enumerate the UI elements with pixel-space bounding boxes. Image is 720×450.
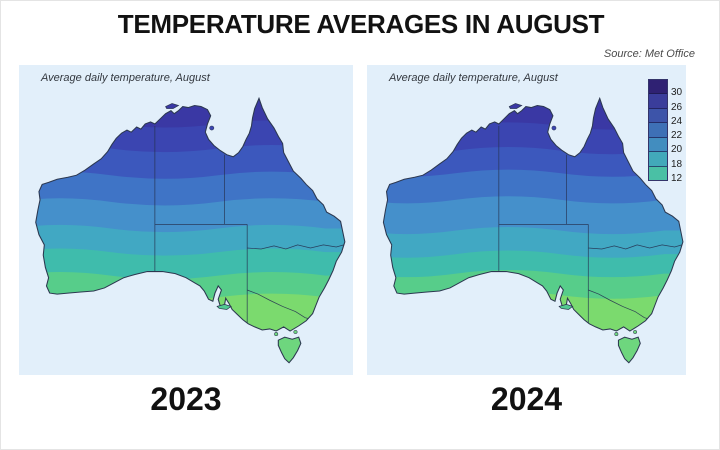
bass-strait-islet-2023 <box>293 330 298 334</box>
legend-tick-label: 24 <box>671 116 683 127</box>
legend-segment <box>649 137 667 153</box>
bass-strait-islet-2024 <box>633 330 638 334</box>
australia-map-2023 <box>35 96 346 364</box>
state-borders-2024 <box>498 126 682 325</box>
kangaroo-island-2024 <box>558 303 574 310</box>
legend-tick-label: 22 <box>671 130 683 141</box>
australia-map-2024 <box>382 96 684 364</box>
map-panel-2023: Average daily temperature, August <box>19 65 353 375</box>
tasmania-2023 <box>277 336 302 364</box>
legend-segment <box>649 123 667 138</box>
legend-tick-label: 12 <box>671 173 683 184</box>
legend-tick-label: 26 <box>671 102 683 113</box>
temperature-bands-2024 <box>383 98 683 331</box>
groote-eylandt-2023 <box>209 125 215 131</box>
legend-segment <box>649 80 667 95</box>
mainland-coastline-2024 <box>382 96 684 332</box>
legend-segment <box>649 94 667 109</box>
page-title: TEMPERATURE AVERAGES IN AUGUST <box>117 9 605 39</box>
bass-strait-islet-2023 <box>274 332 279 336</box>
legend-tick-label: 20 <box>671 144 683 155</box>
legend-colorbar <box>648 79 668 181</box>
legend-segment <box>649 166 667 180</box>
year-label-2023: 2023 <box>150 381 222 417</box>
map-panel-2024: Average daily temperature, August 30 26 … <box>367 65 686 375</box>
map-subtitle-2024: Average daily temperature, August <box>389 72 558 84</box>
legend-tick-label: 30 <box>671 87 683 98</box>
melville-island-2024 <box>508 103 523 109</box>
bass-strait-islet-2024 <box>614 332 619 336</box>
tasmania-2024 <box>617 336 641 364</box>
kangaroo-island-2023 <box>216 303 232 310</box>
groote-eylandt-2024 <box>551 125 557 131</box>
legend-segment <box>649 108 667 124</box>
mainland-coastline-2023 <box>35 96 346 332</box>
year-label-2024: 2024 <box>490 381 563 417</box>
state-borders-2023 <box>154 126 344 325</box>
melville-island-2023 <box>165 103 180 109</box>
legend-segment <box>649 152 667 167</box>
legend-tick-label: 18 <box>671 159 683 170</box>
temperature-bands-2023 <box>35 98 345 331</box>
temperature-legend: 30 26 24 22 20 18 12 <box>648 79 686 184</box>
map-subtitle-2023: Average daily temperature, August <box>41 72 210 84</box>
source-credit: Source: Met Office <box>603 48 695 60</box>
